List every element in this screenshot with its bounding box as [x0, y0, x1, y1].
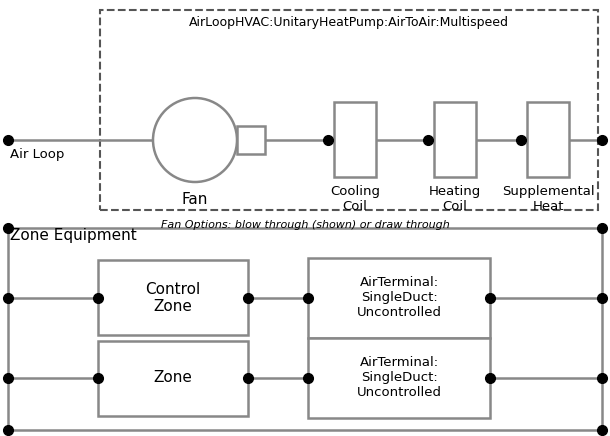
Bar [237, 126, 265, 154]
Text: Fan Options: blow through (shown) or draw through: Fan Options: blow through (shown) or dra… [160, 220, 450, 230]
Bar [98, 260, 248, 335]
Text: Supplemental
Heat: Supplemental Heat [501, 185, 594, 214]
Bar [98, 341, 248, 416]
Text: AirTerminal:
SingleDuct:
Uncontrolled: AirTerminal: SingleDuct: Uncontrolled [356, 357, 442, 399]
Bar [308, 338, 490, 418]
Text: Control
Zone: Control Zone [145, 282, 201, 314]
Bar [527, 102, 569, 177]
Bar [308, 258, 490, 338]
Bar [100, 10, 598, 210]
Text: Zone: Zone [154, 371, 192, 385]
Bar [334, 102, 376, 177]
Text: Fan: Fan [182, 192, 208, 207]
Text: Zone Equipment: Zone Equipment [10, 228, 137, 243]
Circle shape [153, 98, 237, 182]
Text: AirTerminal:
SingleDuct:
Uncontrolled: AirTerminal: SingleDuct: Uncontrolled [356, 276, 442, 320]
Text: AirLoopHVAC:UnitaryHeatPump:AirToAir:Multispeed: AirLoopHVAC:UnitaryHeatPump:AirToAir:Mul… [189, 16, 509, 29]
Text: Heating
Coil: Heating Coil [429, 185, 481, 214]
Text: Air Loop: Air Loop [10, 148, 65, 161]
Bar [434, 102, 476, 177]
Text: Cooling
Coil: Cooling Coil [330, 185, 380, 214]
